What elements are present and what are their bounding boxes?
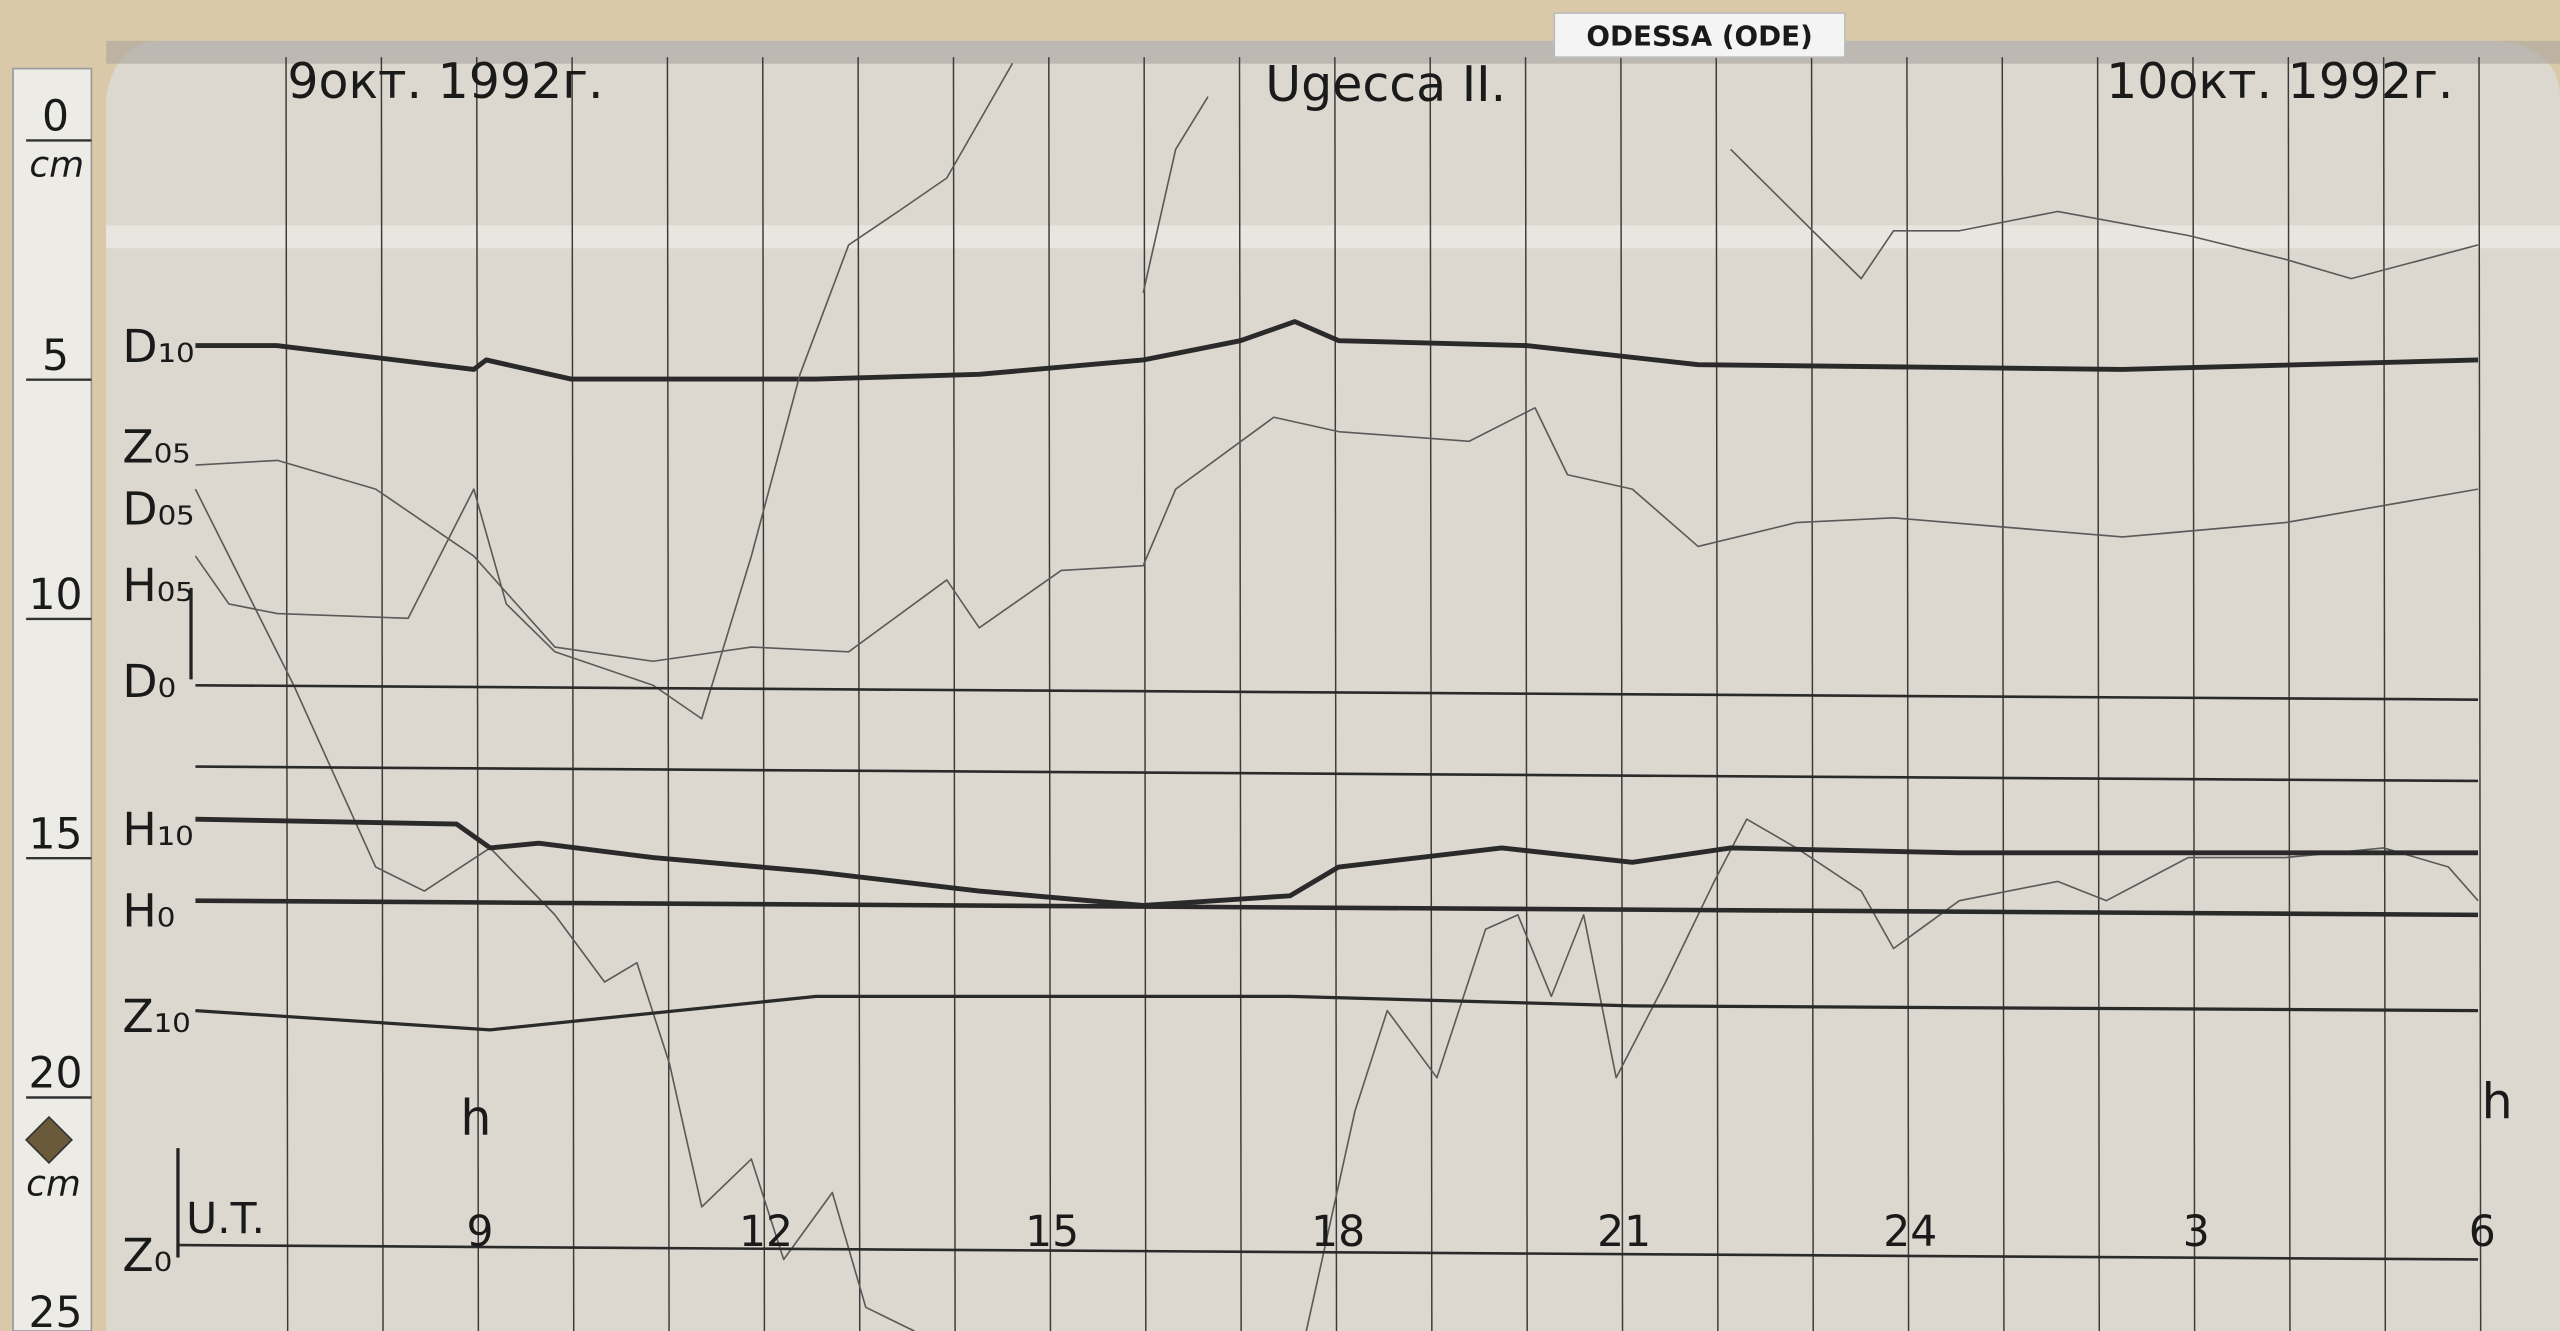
grid-line [1334, 57, 1338, 1331]
grid-line [2001, 57, 2005, 1331]
hour-tick-label: 21 [1597, 1208, 1651, 1257]
ruler-tick-label: 15 [29, 810, 83, 859]
grid-line [666, 57, 670, 1331]
ruler-tick-label: 10 [29, 571, 83, 620]
hour-tick-label: 15 [1025, 1208, 1079, 1257]
date-left: 9окт. 1992г. [287, 53, 603, 110]
hour-unit-left: h [460, 1090, 491, 1147]
grid-line [1906, 57, 1910, 1331]
trace-8 [195, 683, 2479, 701]
trace-label: H₀ [122, 884, 175, 937]
trace-label: D₁₀ [122, 320, 194, 373]
trace-9 [195, 765, 2479, 783]
trace-3 [1142, 96, 1209, 294]
observatory-name: Ugecca II. [1265, 56, 1506, 113]
traces [179, 62, 2479, 1331]
trace-label: Z₁₀ [122, 990, 190, 1043]
axis-label-ut: U.T. [186, 1195, 265, 1244]
trace-label: Z₀₅ [122, 420, 190, 473]
trace-4 [1730, 148, 2479, 280]
ruler-unit-bottom: cm [26, 1163, 81, 1204]
trace-label: D₀ [122, 655, 176, 708]
grid-line [952, 57, 956, 1331]
ruler: 0 5 10 15 20 25 [26, 93, 92, 1331]
trace-label: Z₀ [122, 1229, 172, 1282]
ruler-tick-label: 25 [29, 1289, 83, 1331]
grid-line [1143, 57, 1147, 1331]
trace-6 [1305, 818, 2479, 1331]
hour-tick-label: 9 [466, 1208, 493, 1257]
grid-line [380, 57, 384, 1331]
hour-tick-label: 12 [739, 1208, 793, 1257]
trace-10 [195, 898, 2479, 918]
grid-line [1810, 57, 1814, 1331]
time-axis: 9 12 15 18 21 24 3 6 [466, 1208, 2495, 1257]
trace-11 [195, 994, 2479, 1032]
hour-tick-label: 24 [1883, 1208, 1937, 1257]
trace-0 [195, 319, 2479, 382]
hour-tick-label: 6 [2469, 1208, 2496, 1257]
hour-unit-right: h [2482, 1074, 2513, 1131]
hour-grid [285, 57, 2482, 1331]
grid-line [857, 57, 861, 1331]
hour-tick-label: 18 [1311, 1208, 1365, 1257]
hour-tick-label: 3 [2183, 1208, 2210, 1257]
ruler-tick-label: 5 [42, 332, 69, 381]
trace-labels: D₁₀ Z₀₅ D₀₅ H₀₅ D₀ H₁₀ H₀ Z₁₀ Z₀ [122, 320, 194, 1282]
ruler-unit-top: cm [29, 144, 84, 185]
date-right: 10окт. 1992г. [2106, 53, 2453, 110]
ruler-tick-label: 20 [29, 1050, 83, 1099]
grid-line [762, 57, 766, 1331]
grid-line [1238, 57, 1242, 1331]
station-label-card [1553, 12, 1846, 58]
grid-line [571, 57, 575, 1331]
grid-line [1048, 57, 1052, 1331]
ruler-tick-label: 0 [42, 93, 69, 142]
grid-line [2287, 57, 2291, 1331]
grid-line [2192, 57, 2196, 1331]
paper-fold-shadow [106, 40, 2560, 64]
trace-label: H₁₀ [122, 803, 193, 856]
trace-1 [195, 406, 2479, 663]
ruler-pin-icon [24, 1115, 73, 1164]
grid-line [476, 57, 480, 1331]
trace-label: H₀₅ [122, 559, 193, 612]
trace-12 [179, 1243, 2479, 1261]
trace-2 [194, 62, 1014, 720]
grid-line [2478, 57, 2482, 1331]
grid-line [2096, 57, 2101, 1331]
trace-5 [194, 488, 915, 1331]
grid-line [285, 57, 289, 1331]
trace-label: D₀₅ [122, 483, 194, 536]
station-label: ODESSA (ODE) [1586, 20, 1812, 53]
